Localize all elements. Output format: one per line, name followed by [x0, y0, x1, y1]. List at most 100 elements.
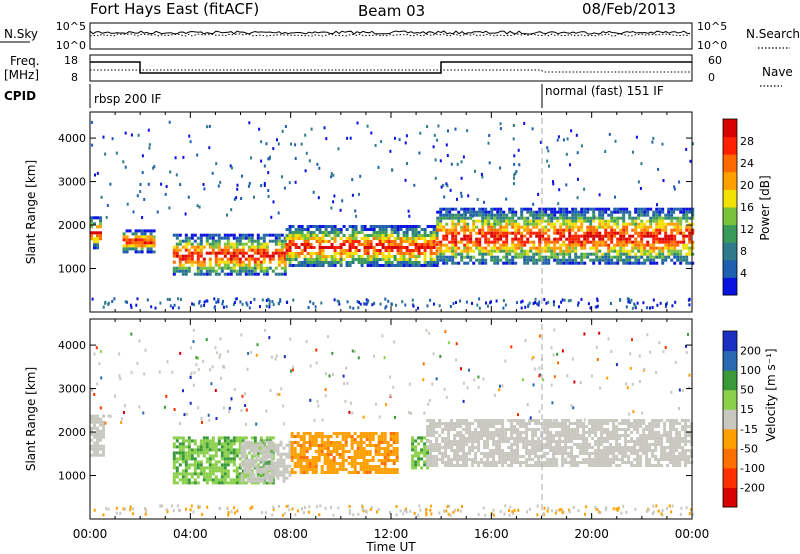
- echo-cell: [348, 261, 352, 264]
- sparse-echo: [139, 190, 142, 193]
- echo-cell: [318, 258, 322, 261]
- echo-cell: [639, 464, 643, 467]
- echo-cell: [315, 258, 319, 261]
- echo-cell: [268, 254, 272, 258]
- echo-cell: [93, 246, 96, 250]
- echo-cell: [642, 431, 646, 434]
- echo-cell: [513, 437, 517, 440]
- echo-cell: [232, 460, 236, 464]
- echo-cell: [277, 254, 281, 258]
- echo-cell: [639, 443, 643, 446]
- echo-cell: [463, 234, 467, 238]
- echo-cell: [582, 437, 586, 440]
- echo-cell: [345, 228, 349, 231]
- echo-cell: [290, 450, 294, 453]
- echo-cell: [205, 233, 209, 237]
- echo-cell: [459, 446, 463, 449]
- echo-cell: [371, 456, 375, 459]
- ground-scatter-echo: [577, 303, 579, 307]
- echo-cell: [214, 463, 218, 467]
- sparse-echo: [124, 165, 127, 169]
- echo-cell: [466, 210, 470, 214]
- echo-cell: [624, 461, 628, 464]
- sparse-echo: [310, 127, 313, 131]
- echo-cell: [393, 240, 397, 243]
- sparse-echo: [284, 125, 287, 128]
- echo-cell: [240, 443, 244, 447]
- echo-cell: [643, 210, 647, 214]
- ground-scatter-echo: [594, 305, 597, 309]
- echo-cell: [172, 463, 176, 467]
- echo-cell: [208, 269, 212, 273]
- echo-cell: [633, 419, 637, 422]
- echo-cell: [285, 228, 289, 231]
- echo-cell: [359, 465, 363, 468]
- echo-cell: [435, 422, 439, 425]
- echo-cell: [529, 222, 533, 226]
- echo-cell: [561, 461, 565, 464]
- echo-cell: [595, 258, 599, 262]
- echo-cell: [543, 461, 547, 464]
- echo-cell: [262, 257, 266, 261]
- echo-cell: [480, 431, 484, 434]
- echo-cell: [562, 249, 566, 253]
- echo-cell: [264, 467, 268, 471]
- echo-cell: [643, 246, 647, 250]
- echo-cell: [498, 422, 502, 425]
- sparse-echo: [105, 215, 108, 219]
- echo-cell: [538, 228, 542, 232]
- echo-cell: [570, 431, 574, 434]
- sparse-echo: [323, 126, 326, 130]
- echo-cell: [562, 234, 566, 238]
- echo-cell: [131, 244, 135, 248]
- echo-cell: [576, 464, 580, 467]
- echo-cell: [344, 435, 348, 438]
- echo-cell: [639, 425, 643, 428]
- echo-cell: [466, 243, 470, 247]
- echo-cell: [658, 210, 662, 214]
- echo-cell: [291, 252, 295, 255]
- echo-cell: [235, 263, 239, 267]
- sparse-echo: [132, 210, 135, 214]
- echo-cell: [592, 240, 596, 244]
- echo-cell: [235, 251, 239, 255]
- echo-cell: [241, 245, 245, 249]
- echo-cell: [441, 440, 445, 443]
- echo-cell: [193, 472, 197, 476]
- echo-cell: [672, 428, 676, 431]
- echo-cell: [332, 462, 336, 465]
- echo-cell: [637, 222, 641, 226]
- echo-cell: [678, 437, 682, 440]
- echo-cell: [646, 255, 650, 259]
- echo-cell: [299, 456, 303, 459]
- echo-cell: [291, 237, 295, 240]
- sparse-echo: [206, 125, 209, 129]
- echo-cell: [661, 216, 665, 220]
- echo-cell: [463, 246, 467, 250]
- echo-cell: [592, 261, 596, 265]
- echo-cell: [652, 228, 656, 232]
- echo-cell: [341, 456, 345, 459]
- echo-cell: [555, 458, 559, 461]
- echo-cell: [244, 266, 248, 270]
- echo-cell: [442, 252, 446, 256]
- echo-cell: [232, 436, 236, 440]
- echo-cell: [199, 245, 203, 249]
- echo-cell: [244, 269, 248, 273]
- echo-cell: [652, 255, 656, 259]
- echo-cell: [381, 252, 385, 255]
- cpid-label: CPID: [4, 89, 36, 103]
- sparse-echo: [481, 175, 484, 179]
- echo-cell: [273, 461, 277, 465]
- echo-cell: [520, 216, 524, 220]
- echo-cell: [646, 231, 650, 235]
- echo-cell: [299, 453, 303, 456]
- echo-cell: [534, 461, 538, 464]
- echo-cell: [447, 437, 451, 440]
- echo-cell: [350, 459, 354, 462]
- echo-cell: [299, 444, 303, 447]
- echo-cell: [460, 252, 464, 256]
- echo-cell: [655, 240, 659, 244]
- echo-cell: [392, 462, 396, 465]
- echo-cell: [280, 254, 284, 258]
